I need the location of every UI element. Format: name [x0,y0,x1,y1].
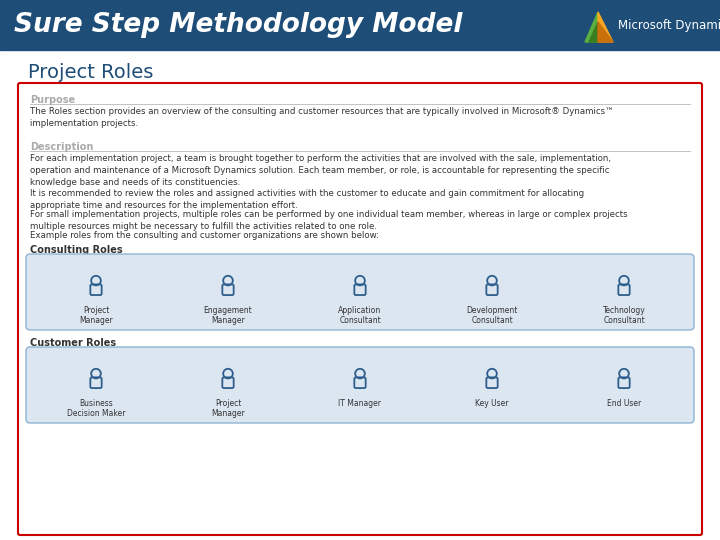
Text: Customer Roles: Customer Roles [30,338,116,348]
Text: IT Manager: IT Manager [338,399,382,408]
Polygon shape [598,12,613,42]
Text: Engagement
Manager: Engagement Manager [204,306,253,326]
Polygon shape [585,12,598,42]
Text: End User: End User [607,399,641,408]
Text: Technology
Consultant: Technology Consultant [603,306,645,326]
Polygon shape [589,22,598,42]
Text: Description: Description [30,142,94,152]
FancyBboxPatch shape [26,254,694,330]
Bar [0,0,720,50]
FancyBboxPatch shape [18,83,702,535]
Text: Example roles from the consulting and customer organizations are shown below:: Example roles from the consulting and cu… [30,231,379,240]
Text: For small implementation projects, multiple roles can be performed by one indivi: For small implementation projects, multi… [30,210,628,231]
Text: Consulting Roles: Consulting Roles [30,245,122,255]
Text: Sure Step Methodology Model: Sure Step Methodology Model [14,12,462,38]
FancyBboxPatch shape [26,347,694,423]
Text: Key User: Key User [475,399,509,408]
Text: It is recommended to review the roles and assigned activities with the customer : It is recommended to review the roles an… [30,189,584,210]
Text: Project Roles: Project Roles [28,63,153,82]
Polygon shape [598,22,613,42]
Text: Business
Decision Maker: Business Decision Maker [67,399,125,418]
Text: Purpose: Purpose [30,95,75,105]
Text: Microsoft Dynamics: Microsoft Dynamics [618,18,720,31]
Text: For each implementation project, a team is brought together to perform the activ: For each implementation project, a team … [30,154,611,187]
Text: Development
Consultant: Development Consultant [467,306,518,326]
Text: The Roles section provides an overview of the consulting and customer resources : The Roles section provides an overview o… [30,107,613,128]
Text: Project
Manager: Project Manager [211,399,245,418]
Text: Application
Consultant: Application Consultant [338,306,382,326]
Text: Project
Manager: Project Manager [79,306,113,326]
